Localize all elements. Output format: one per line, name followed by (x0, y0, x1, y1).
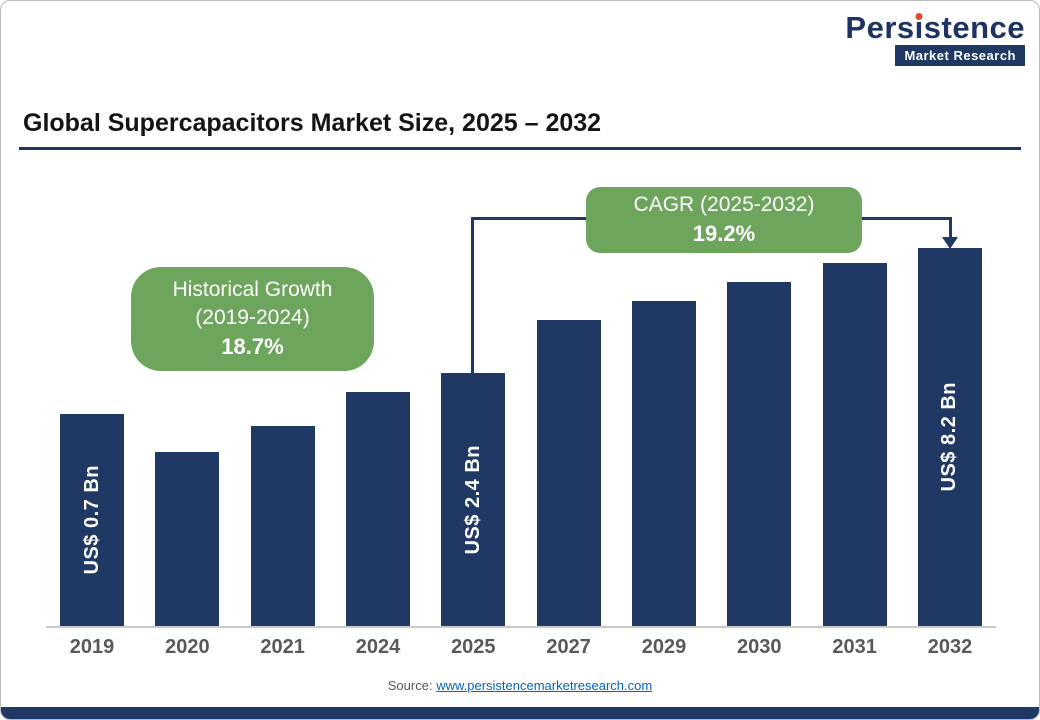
cagr-callout: CAGR (2025-2032) 19.2% (586, 187, 862, 253)
bar-2019: US$ 0.7 Bn (60, 414, 124, 626)
source-link[interactable]: www.persistencemarketresearch.com (436, 678, 653, 693)
x-axis-label-2024: 2024 (355, 636, 401, 658)
x-axis-label-2029: 2029 (641, 636, 687, 658)
cagr-connector-right (949, 217, 952, 238)
title-underline (19, 147, 1021, 150)
logo-tagline: Market Research (895, 45, 1025, 66)
bar-2032: US$ 8.2 Bn (917, 248, 982, 626)
bar-2031 (822, 263, 887, 626)
x-axis-label-2030: 2030 (737, 636, 782, 658)
historical-growth-line2: (2019-2024) (195, 306, 310, 329)
page-title: Global Supercapacitors Market Size, 2025… (23, 109, 602, 137)
bar-2027 (536, 319, 601, 626)
logo-brand-part1: Pers (845, 10, 915, 45)
bar-2025: US$ 2.4 Bn (441, 372, 506, 626)
bar-value-label-2019: US$ 0.7 Bn (80, 465, 103, 575)
bar-2030 (727, 282, 792, 626)
source-line: Source: www.persistencemarketresearch.co… (1, 678, 1039, 693)
historical-growth-line1: Historical Growth (172, 278, 333, 301)
cagr-line1: CAGR (2025-2032) (633, 193, 815, 216)
x-axis-label-2025: 2025 (451, 636, 496, 658)
cagr-connector-left (471, 217, 474, 374)
x-axis-label-2020: 2020 (165, 636, 210, 658)
footer-strip (1, 707, 1039, 719)
logo-brand-i-red-dot: i (914, 10, 924, 45)
bar-2024 (345, 391, 410, 626)
source-prefix: Source: (387, 678, 437, 693)
x-axis-label-2031: 2031 (832, 636, 877, 658)
plot-area: US$ 0.7 Bn US$ 2.4 Bn US$ 8.2 Bn (46, 248, 996, 628)
bar-value-label-2025: US$ 2.4 Bn (461, 444, 484, 555)
historical-growth-callout: Historical Growth (2019-2024) 18.7% (131, 267, 374, 371)
x-axis-labels: 2019 2020 2021 2024 2025 2027 2029 2030 2031 2032 (46, 636, 996, 659)
logo-brand-part3: stence (923, 10, 1025, 45)
bar-2029 (631, 300, 696, 626)
x-axis-label-2021: 2021 (260, 636, 305, 658)
bar-2020 (155, 452, 220, 626)
cagr-arrow-down-icon (942, 237, 958, 249)
bar-2021 (250, 425, 315, 626)
bar-value-label-2032: US$ 8.2 Bn (938, 382, 961, 492)
x-axis-label-2032: 2032 (927, 636, 973, 658)
company-logo: Persistence Market Research (845, 11, 1025, 66)
x-axis-label-2019: 2019 (69, 636, 115, 658)
x-axis-label-2027: 2027 (546, 636, 591, 658)
cagr-value: 19.2% (692, 221, 756, 246)
historical-growth-value: 18.7% (221, 334, 284, 359)
logo-brand-text: Persistence (845, 11, 1025, 45)
